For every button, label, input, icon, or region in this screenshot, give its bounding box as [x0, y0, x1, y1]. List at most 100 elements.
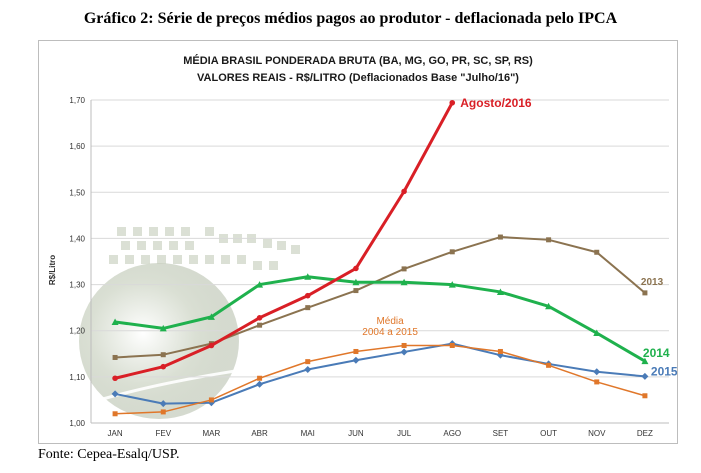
- y-tick-label: 1,60: [69, 142, 85, 151]
- series-line-2015: [114, 342, 646, 405]
- x-tick-label: JUN: [348, 429, 364, 438]
- x-tick-label: MAI: [301, 429, 315, 438]
- data-point: [304, 365, 312, 373]
- decor-square: [237, 255, 246, 264]
- data-point: [594, 249, 600, 255]
- series-label-2015: 2015: [651, 364, 677, 378]
- data-point: [642, 393, 648, 399]
- data-point: [160, 363, 167, 370]
- decor-square: [117, 227, 126, 236]
- decor-square: [137, 241, 146, 250]
- chart-title: MÉDIA BRASIL PONDERADA BRUTA (BA, MG, GO…: [183, 54, 533, 67]
- data-point: [208, 342, 215, 349]
- data-point: [305, 359, 311, 365]
- series-label-media-line: Média: [376, 316, 404, 327]
- decor-square: [291, 245, 300, 254]
- data-point: [160, 409, 166, 415]
- decor-globe: [79, 263, 239, 419]
- x-tick-label: AGO: [443, 429, 461, 438]
- series-line-agosto-2016: [114, 102, 454, 380]
- data-point: [401, 342, 407, 348]
- data-point: [208, 397, 214, 403]
- decor-square: [153, 241, 162, 250]
- decor-square: [157, 255, 166, 264]
- decor-square: [173, 255, 182, 264]
- data-point: [641, 372, 649, 380]
- decor-square: [205, 255, 214, 264]
- decor-square: [205, 227, 214, 236]
- decor-square: [109, 255, 118, 264]
- data-point: [257, 375, 263, 381]
- decor-square: [181, 227, 190, 236]
- decor-square: [125, 255, 134, 264]
- data-point: [353, 288, 359, 294]
- data-point: [593, 368, 601, 376]
- data-point: [112, 354, 118, 360]
- data-point: [449, 342, 455, 348]
- data-point: [497, 348, 503, 354]
- x-tick-label: ABR: [251, 429, 268, 438]
- decor-square: [133, 227, 142, 236]
- x-tick-label: SET: [493, 429, 509, 438]
- data-point: [546, 237, 552, 243]
- data-point: [112, 375, 118, 382]
- axes: 1,00 1,10 1,20 1,30 1,40 1,50 1,60 1,70 JAN FEV MA…: [69, 96, 669, 438]
- document-title: Gráfico 2: Série de preços médios pagos …: [83, 10, 618, 27]
- data-point: [160, 352, 166, 358]
- series-label-agosto-2016: Agosto/2016: [460, 96, 532, 110]
- data-point: [352, 356, 360, 364]
- decor-square: [141, 255, 150, 264]
- series-group: [111, 99, 649, 417]
- data-point: [545, 302, 553, 310]
- x-tick-label: JAN: [108, 429, 123, 438]
- data-point: [400, 348, 408, 356]
- y-tick-label: 1,30: [69, 281, 85, 290]
- decor-square: [269, 261, 278, 270]
- series-label-media-line: 2004 a 2015: [362, 327, 418, 338]
- decor-square: [165, 227, 174, 236]
- data-point: [448, 281, 456, 288]
- y-tick-label: 1,50: [69, 188, 85, 197]
- data-point: [593, 329, 601, 337]
- x-tick-label: MAR: [203, 429, 221, 438]
- y-tick-label: 1,40: [69, 234, 85, 243]
- line-chart: 1,00 1,10 1,20 1,30 1,40 1,50 1,60 1,70 JAN FEV MA…: [48, 54, 678, 438]
- data-point: [305, 305, 311, 311]
- data-point: [159, 400, 167, 408]
- y-tick-label: 1,20: [69, 327, 85, 336]
- decor-square: [121, 241, 130, 250]
- data-point: [546, 362, 552, 368]
- data-point: [207, 313, 215, 320]
- x-tick-label: FEV: [155, 429, 171, 438]
- series-line-m-dia-2004-a-2015: [115, 344, 646, 415]
- x-tick-label: OUT: [540, 429, 557, 438]
- data-point: [304, 292, 311, 299]
- decor-square: [253, 261, 262, 270]
- data-point: [352, 278, 360, 286]
- data-point: [304, 273, 312, 280]
- data-point: [594, 379, 600, 385]
- decor-square: [149, 227, 158, 236]
- data-point: [641, 357, 649, 365]
- data-point: [111, 318, 119, 325]
- decor-square: [169, 241, 178, 250]
- y-tick-label: 1,70: [69, 96, 85, 105]
- data-point: [256, 314, 263, 321]
- data-point: [257, 322, 263, 328]
- x-tick-label: DEZ: [637, 429, 653, 438]
- data-point: [401, 188, 407, 195]
- data-point: [497, 234, 503, 240]
- data-point: [111, 390, 119, 398]
- data-point: [449, 249, 455, 255]
- y-axis-label: R$/Litro: [48, 255, 57, 285]
- x-tick-label: JUL: [397, 429, 412, 438]
- series-label-2014: 2014: [643, 346, 670, 360]
- data-point: [400, 278, 408, 286]
- data-point: [256, 380, 264, 388]
- data-point: [256, 281, 264, 288]
- data-point: [159, 324, 167, 332]
- series-label-2013: 2013: [641, 277, 664, 288]
- data-point: [353, 348, 359, 354]
- data-point: [112, 411, 118, 417]
